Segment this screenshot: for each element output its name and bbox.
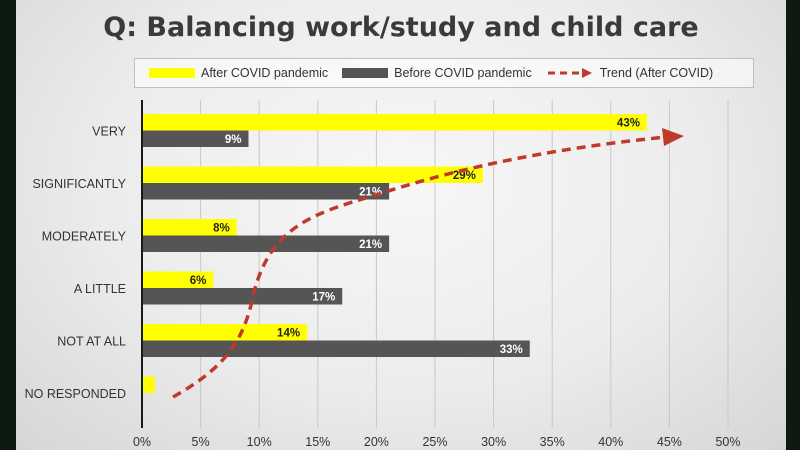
category-label: NOT AT ALL [57,335,126,349]
data-label-before: 33% [500,344,523,356]
chart-title: Q: Balancing work/study and child care [103,12,699,43]
x-tick-label: 15% [305,435,330,449]
data-label-after: 14% [277,328,300,340]
category-label: MODERATELY [42,230,127,244]
bar-after [143,114,647,131]
bar-before [143,183,390,200]
x-tick-label: 35% [540,435,565,449]
data-label-after: 6% [190,275,207,287]
data-label-after: 43% [617,118,640,130]
bar-chart: 0% 5% 10% 15% 20% 25% 30% 35% 40% 45% 50% VERY 43% 9%… [25,100,741,449]
bar-after [143,219,237,236]
x-tick-label: 45% [657,435,682,449]
bar-before [143,235,390,252]
category-label: NO RESPONDED [25,387,126,401]
x-tick-label: 20% [364,435,389,449]
legend-trend-arrow-icon [547,68,592,78]
bar-after [143,376,155,393]
legend-item-trend: Trend (After COVID) [546,66,713,80]
legend-label-before: Before COVID pandemic [394,66,532,80]
x-tick-label: 40% [598,435,623,449]
legend-label-after: After COVID pandemic [201,66,329,80]
bar-before [143,130,249,147]
slide-background: Q: Balancing work/study and child care A… [16,0,786,450]
legend-swatch-before [342,68,389,78]
data-label-before: 17% [312,292,335,304]
x-tick-label: 25% [422,435,447,449]
category-label: A LITTLE [74,282,126,296]
bar-after [143,271,214,288]
x-tick-label: 30% [481,435,506,449]
bar-after [143,324,308,341]
data-label-before: 21% [359,239,382,251]
legend-swatch-after [149,68,195,78]
legend-item-after: After COVID pandemic [149,66,328,80]
data-label-before: 9% [225,134,242,146]
data-label-after: 29% [453,170,476,182]
category-label: VERY [92,125,126,139]
data-label-after: 8% [213,223,230,235]
bar-before [143,340,530,357]
trend-arrowhead [662,128,684,146]
x-tick-label: 50% [715,435,740,449]
x-tick-label: 10% [247,435,272,449]
trend-line [172,135,667,399]
bar-after [143,166,483,183]
x-tick-label: 5% [192,435,210,449]
x-tick-label: 0% [133,435,151,449]
chart-legend: After COVID pandemic Before COVID pandem… [134,58,754,88]
legend-item-before: Before COVID pandemic [342,66,532,80]
category-label: SIGNIFICANTLY [32,177,126,191]
legend-label-trend: Trend (After COVID) [599,66,714,80]
bar-before [143,288,343,305]
